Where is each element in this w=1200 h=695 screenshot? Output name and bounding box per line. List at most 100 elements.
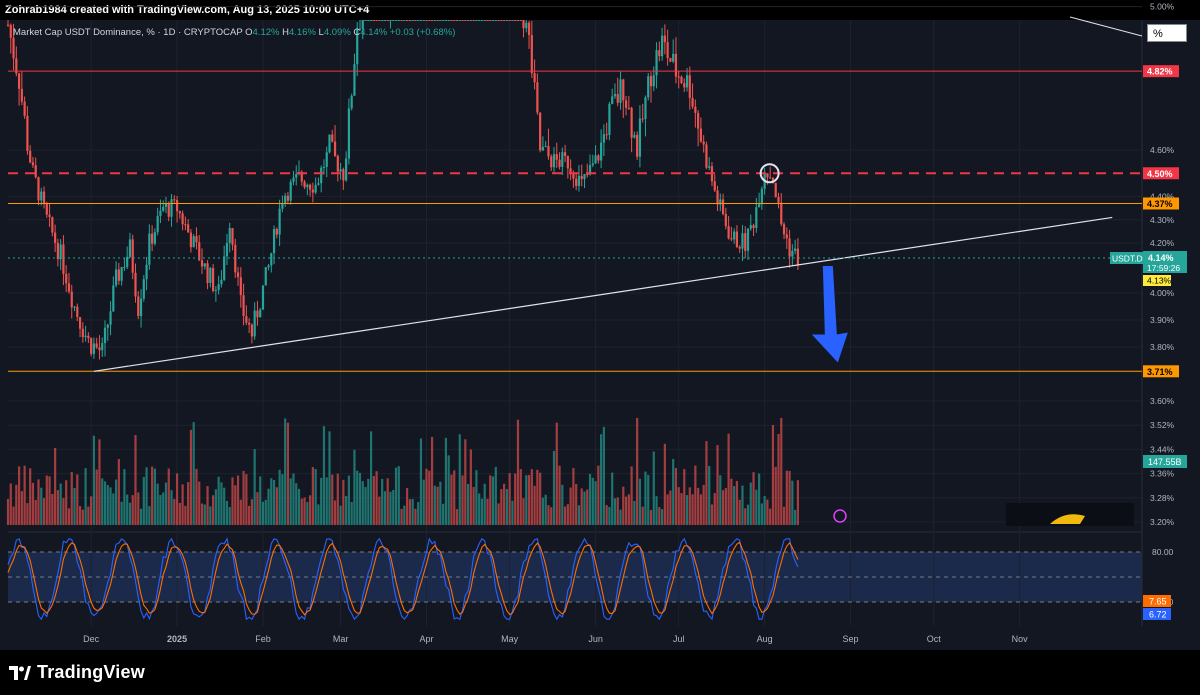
candle-body (561, 152, 564, 167)
volume-bar (552, 450, 556, 525)
event-marker-icon[interactable] (833, 509, 847, 523)
volume-bar (34, 499, 37, 525)
volume-bar (442, 503, 445, 525)
volume-bar (336, 473, 339, 525)
volume-bar (796, 480, 799, 525)
volume-bar (746, 504, 750, 525)
volume-bar (469, 449, 472, 525)
volume-bar (414, 508, 417, 525)
volume-bar (245, 474, 248, 525)
volume-bar (339, 505, 342, 525)
candle-body (189, 232, 193, 248)
candle-body (278, 208, 281, 235)
candle-body (245, 316, 248, 323)
prev-close-tag-bg (1143, 275, 1171, 286)
candle-body (685, 75, 689, 88)
volume-bar (475, 470, 478, 525)
stoch-d-tag-bg (1143, 608, 1171, 620)
candle-body (70, 291, 73, 308)
candle-body (663, 35, 666, 43)
candle-body (200, 260, 204, 267)
x-tick-label: Jun (588, 634, 603, 644)
volume-bar (198, 481, 201, 525)
candle-body (333, 141, 337, 156)
candle-body (114, 269, 118, 286)
volume-bar (464, 439, 467, 525)
candle-body (655, 50, 658, 76)
candle-body (9, 24, 12, 38)
candle-body (691, 97, 694, 107)
candle-body (411, 20, 414, 21)
candle-body (195, 236, 198, 243)
candle-body (170, 199, 173, 217)
candle-body (622, 79, 625, 101)
candle-body (464, 20, 467, 21)
volume-bar (101, 478, 104, 525)
volume-bar (15, 484, 18, 525)
volume-bar (76, 474, 79, 525)
percent-scale-button[interactable]: % (1147, 24, 1187, 42)
volume-bar (752, 472, 755, 525)
candle-body (519, 20, 522, 21)
candle-body (419, 20, 423, 21)
volume-bar (483, 483, 486, 525)
volume-bar (403, 505, 406, 525)
candle-body (369, 20, 373, 21)
volume-bar (98, 439, 101, 525)
candle-body (223, 256, 226, 280)
candle-body (769, 177, 772, 179)
volume-bar (536, 469, 539, 525)
volume-bar (51, 493, 54, 525)
volume-bar (566, 504, 569, 525)
candle-body (123, 267, 126, 269)
candle-body (475, 20, 478, 21)
volume-bar (322, 426, 326, 525)
candle-body (489, 20, 492, 21)
candle-body (782, 224, 786, 235)
volume-bar (170, 490, 173, 525)
volume-bar (608, 507, 611, 525)
candle-body (289, 181, 292, 201)
candle-body (577, 175, 581, 186)
volume-bar (225, 500, 229, 525)
volume-bar (724, 488, 727, 525)
candle-body (619, 79, 622, 103)
candle-body (530, 35, 533, 74)
volume-bar (500, 489, 503, 525)
highlight-circle[interactable] (759, 163, 780, 184)
candle-body (284, 195, 287, 204)
volume-bar (331, 474, 334, 525)
volume-bar (189, 429, 193, 525)
candle-body (733, 231, 736, 240)
candle-body (408, 20, 411, 21)
tradingview-logo[interactable]: TradingView (9, 662, 145, 683)
current-price-tag-bg (1143, 251, 1187, 273)
volume-bar (613, 498, 617, 525)
candle-body (59, 244, 62, 260)
volume-bar (710, 504, 714, 525)
candle-body (688, 75, 691, 98)
volume-bar (95, 469, 98, 525)
volume-bar (264, 499, 267, 525)
candle-body (350, 95, 353, 109)
volume-bar (630, 466, 633, 525)
candle-body (586, 174, 589, 176)
candle-body (151, 233, 154, 244)
volume-bar (508, 473, 511, 525)
candle-body (209, 268, 212, 283)
candle-body (261, 285, 265, 310)
volume-bar (40, 487, 43, 525)
candle-body (400, 20, 403, 21)
volume-bar (766, 499, 769, 525)
candle-body (611, 96, 614, 104)
volume-bar (719, 475, 722, 525)
candle-body (505, 20, 508, 21)
candle-body (605, 134, 608, 136)
volume-bar (769, 508, 772, 525)
volume-bar (139, 508, 143, 525)
volume-bar (17, 466, 21, 525)
candle-body (755, 207, 758, 228)
volume-bar (275, 487, 278, 525)
volume-bar (81, 509, 84, 525)
